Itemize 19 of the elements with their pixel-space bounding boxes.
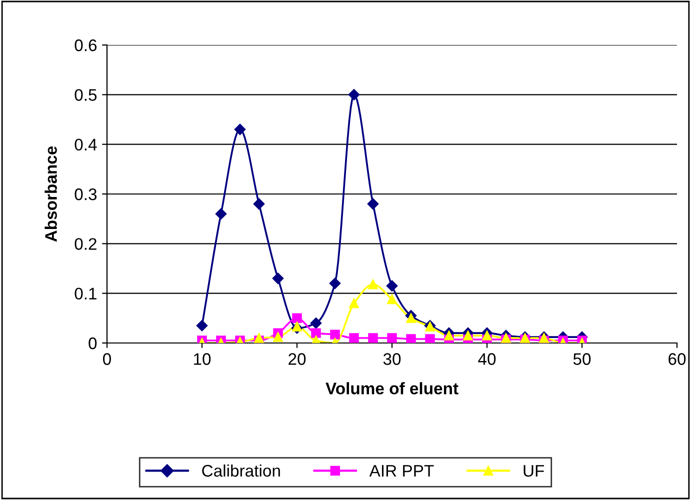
x-tick-label: 20 <box>288 353 306 365</box>
y-tick-label: 0.5 <box>74 89 97 101</box>
x-tick-label: 50 <box>573 353 591 365</box>
legend-label: Calibration <box>202 464 280 477</box>
legend-label: UF <box>524 465 544 477</box>
y-tick-label: 0.4 <box>74 138 97 151</box>
x-tick-label: 0 <box>103 353 111 365</box>
y-tick-label: 0.2 <box>74 238 96 250</box>
x-tick-label: 30 <box>383 353 401 365</box>
x-tick-label: 40 <box>478 353 496 365</box>
y-tick-label: 0 <box>88 337 97 350</box>
x-tick-label: 60 <box>668 353 686 365</box>
y-axis-title: Absorbance <box>44 146 57 242</box>
x-tick-label: 10 <box>194 353 211 365</box>
y-tick-label: 0.6 <box>74 39 97 52</box>
x-axis-title: Volume of eluent <box>326 382 458 394</box>
legend-label: AIR PPT <box>369 465 434 477</box>
y-tick-label: 0.1 <box>74 288 96 300</box>
y-tick-label: 0.3 <box>74 188 97 200</box>
